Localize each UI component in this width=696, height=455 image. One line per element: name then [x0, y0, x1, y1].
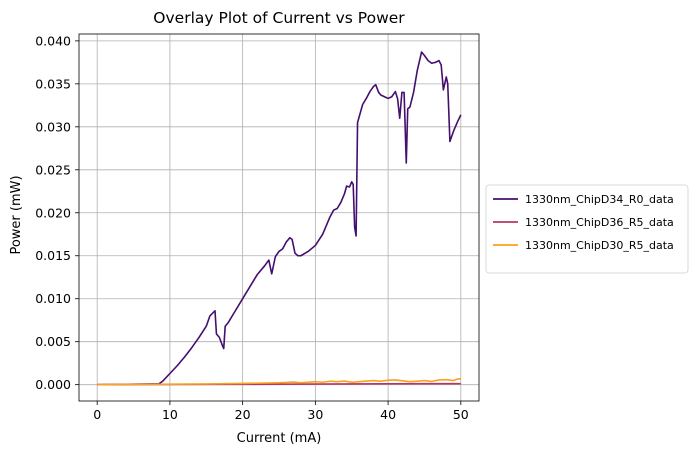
x-axis-label: Current (mA) [237, 431, 322, 446]
x-tick-label: 40 [380, 407, 396, 422]
x-tick-label: 20 [235, 407, 251, 422]
y-tick-label: 0.010 [35, 291, 71, 306]
y-tick-label: 0.000 [35, 377, 71, 392]
plot-area: 0 10 20 30 40 50 0.000 0.005 0.010 0.015 0.020 0.02… [35, 33, 480, 422]
axes-frame [78, 33, 480, 402]
chart-title: Overlay Plot of Current vs Power [153, 9, 405, 27]
y-tick-label: 0.035 [35, 76, 71, 91]
x-tick-label: 30 [307, 407, 323, 422]
y-tick-label: 0.015 [35, 248, 71, 263]
legend-label: 1330nm_ChipD34_R0_data [525, 193, 674, 206]
x-tick-label: 10 [162, 407, 178, 422]
x-tick-label: 0 [93, 407, 101, 422]
legend-label: 1330nm_ChipD36_R5_data [525, 216, 674, 229]
y-axis-label: Power (mW) [9, 175, 24, 254]
series-line [97, 378, 461, 386]
x-tick-label: 50 [453, 407, 469, 422]
legend-label: 1330nm_ChipD30_R5_data [525, 239, 674, 252]
y-tick-label: 0.030 [35, 119, 71, 134]
series-line [97, 51, 462, 386]
legend: 1330nm_ChipD34_R0_data 1330nm_ChipD36_R5_… [485, 184, 689, 274]
y-tick-label: 0.025 [35, 162, 71, 177]
y-tick-label: 0.040 [35, 33, 71, 48]
legend-box [485, 184, 689, 274]
y-tick-label: 0.020 [35, 205, 71, 220]
y-tick-label: 0.005 [35, 334, 71, 349]
